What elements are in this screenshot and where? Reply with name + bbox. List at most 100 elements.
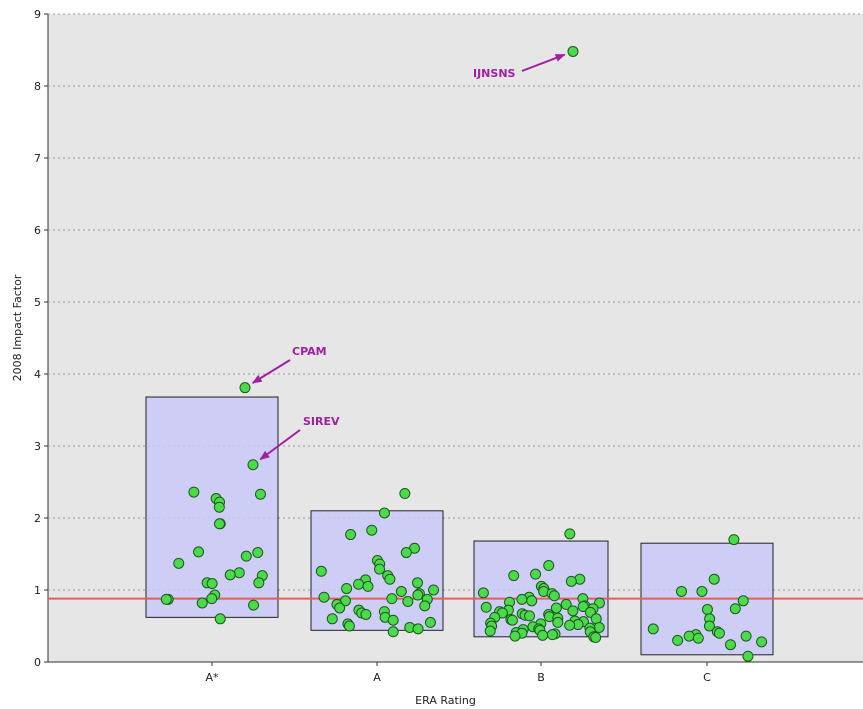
data-point: [402, 596, 414, 608]
data-point: [318, 591, 330, 603]
data-point: [213, 501, 225, 513]
data-point: [428, 584, 440, 596]
annotation-arrow: [259, 429, 301, 461]
annotation-arrow: [521, 53, 566, 72]
data-point: [692, 632, 704, 644]
data-point: [412, 589, 424, 601]
data-point: [419, 600, 431, 612]
data-point: [362, 580, 374, 592]
y-tick-label: 5: [34, 296, 41, 309]
data-point: [552, 616, 564, 628]
x-tick-label: A*: [205, 671, 219, 684]
data-point: [713, 627, 725, 639]
data-point: [214, 613, 226, 625]
data-point: [334, 602, 346, 614]
data-point: [524, 610, 536, 622]
data-point: [728, 534, 740, 546]
data-point: [708, 573, 720, 585]
annotation-arrow: [251, 359, 291, 384]
y-axis-ticks: 0 1 2 3 4 5 6 7 8 9: [34, 8, 48, 669]
data-point: [477, 587, 489, 599]
data-point: [683, 630, 695, 642]
data-point: [701, 603, 713, 615]
x-tick-label: A: [373, 671, 381, 684]
data-point: [384, 573, 396, 585]
data-point: [193, 546, 205, 558]
data-point: [564, 619, 576, 631]
data-point: [366, 524, 378, 536]
y-tick-label: 4: [34, 368, 41, 381]
x-axis-title: ERA Rating: [415, 694, 476, 707]
y-tick-label: 2: [34, 512, 41, 525]
data-point: [386, 593, 398, 605]
data-point: [254, 488, 266, 500]
data-point: [484, 625, 496, 637]
data-point: [567, 605, 579, 617]
data-point: [240, 550, 252, 562]
data-point: [590, 632, 602, 644]
data-point: [526, 595, 538, 607]
y-axis-title: 2008 Impact Factor: [11, 274, 24, 381]
data-point: [506, 614, 518, 626]
data-point: [395, 585, 407, 597]
data-point: [530, 568, 542, 580]
data-point: [387, 626, 399, 638]
y-tick-label: 7: [34, 152, 41, 165]
annotations: IJNSNS CPAM SIREV: [251, 53, 566, 461]
data-point: [411, 577, 423, 589]
data-points: [160, 45, 768, 662]
y-tick-label: 8: [34, 80, 41, 93]
annotation-label: CPAM: [292, 345, 327, 358]
data-point: [387, 614, 399, 626]
y-tick-label: 1: [34, 584, 41, 597]
data-point: [247, 459, 259, 471]
data-point: [509, 630, 521, 642]
data-point: [345, 529, 357, 541]
data-point: [742, 650, 754, 662]
data-point: [252, 547, 264, 559]
data-point: [729, 603, 741, 615]
data-point: [248, 599, 260, 611]
data-point: [374, 563, 386, 575]
data-point: [341, 583, 353, 595]
y-tick-label: 3: [34, 440, 41, 453]
data-point: [676, 585, 688, 597]
x-tick-label: B: [537, 671, 545, 684]
data-point: [173, 557, 185, 569]
data-point: [543, 560, 555, 572]
data-point: [740, 630, 752, 642]
data-point: [253, 577, 265, 589]
data-point: [516, 593, 528, 605]
data-point: [233, 567, 245, 579]
data-point: [725, 639, 737, 651]
x-axis-ticks: A* A B C: [205, 662, 711, 684]
data-point: [593, 621, 605, 633]
data-point: [537, 629, 549, 641]
data-point: [160, 593, 172, 605]
annotation-label: IJNSNS: [473, 67, 516, 80]
data-point: [560, 598, 572, 610]
data-point: [196, 597, 208, 609]
y-tick-label: 0: [34, 656, 41, 669]
data-point: [206, 578, 218, 590]
annotation-label: SIREV: [303, 415, 340, 428]
data-point: [546, 629, 558, 641]
data-point: [206, 593, 218, 605]
data-point: [400, 547, 412, 559]
data-point: [737, 595, 749, 607]
data-point: [326, 613, 338, 625]
x-tick-label: C: [703, 671, 711, 684]
data-point: [343, 620, 355, 632]
data-point: [353, 578, 365, 590]
data-point: [214, 518, 226, 530]
data-point: [315, 565, 327, 577]
data-point: [756, 636, 768, 648]
data-point: [567, 45, 579, 57]
data-point: [647, 623, 659, 635]
data-point: [239, 382, 251, 394]
data-point: [703, 620, 715, 632]
data-point: [565, 575, 577, 587]
data-point: [548, 590, 560, 602]
y-tick-label: 9: [34, 8, 41, 21]
